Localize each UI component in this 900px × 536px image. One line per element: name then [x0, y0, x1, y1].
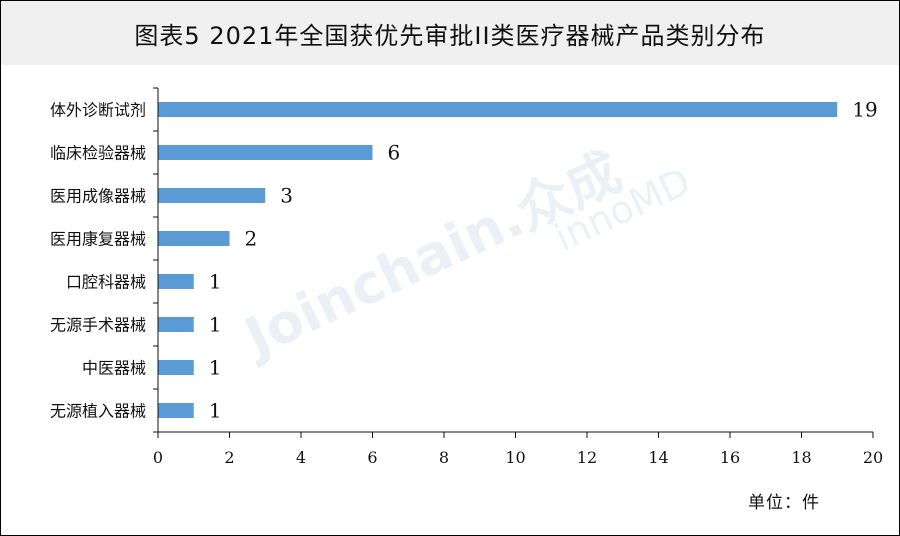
- bars-group: 体外诊断试剂 19 临床检验器械 6 医用成像器械 3 医用康复器械 2 口腔科器械 1 无源手术器…: [50, 98, 878, 423]
- data-label: 1: [209, 270, 222, 294]
- bar: [158, 231, 230, 246]
- category-label: 无源植入器械: [50, 402, 146, 421]
- unit-label: 单位：件: [748, 493, 820, 513]
- title-bar: 图表5 2021年全国获优先审批II类医疗器械产品类别分布: [1, 1, 899, 65]
- x-tick-label: 18: [791, 448, 811, 467]
- bar: [158, 403, 194, 418]
- x-tick-label: 8: [439, 448, 449, 467]
- data-label: 19: [852, 98, 877, 122]
- chart-title: 图表5 2021年全国获优先审批II类医疗器械产品类别分布: [134, 21, 766, 50]
- category-label: 临床检验器械: [50, 144, 146, 163]
- x-tick-label: 4: [296, 448, 306, 467]
- bar: [158, 274, 194, 289]
- data-label: 1: [209, 356, 222, 380]
- x-tick-label: 14: [648, 448, 668, 467]
- x-tick-label: 0: [153, 448, 163, 467]
- bar: [158, 188, 266, 203]
- data-label: 1: [209, 399, 222, 423]
- x-tick-label: 20: [863, 448, 883, 467]
- category-label: 中医器械: [82, 359, 146, 378]
- bar: [158, 360, 194, 375]
- category-label: 医用成像器械: [50, 187, 146, 206]
- bar: [158, 317, 194, 332]
- data-label: 3: [280, 184, 293, 208]
- bar: [158, 102, 838, 117]
- data-label: 2: [245, 227, 258, 251]
- bar: [158, 145, 373, 160]
- x-tick-label: 10: [505, 448, 525, 467]
- x-axis: 0 2 4 6 8 10 12 14 16 18 20: [153, 87, 883, 467]
- x-tick-label: 12: [577, 448, 597, 467]
- x-tick-label: 16: [720, 448, 740, 467]
- category-label: 医用康复器械: [50, 230, 146, 249]
- category-label: 无源手术器械: [50, 316, 146, 335]
- data-label: 6: [388, 141, 401, 165]
- x-tick-label: 2: [224, 448, 234, 467]
- x-tick-label: 6: [367, 448, 377, 467]
- category-label: 口腔科器械: [66, 273, 146, 292]
- data-label: 1: [209, 313, 222, 337]
- category-label: 体外诊断试剂: [50, 101, 146, 120]
